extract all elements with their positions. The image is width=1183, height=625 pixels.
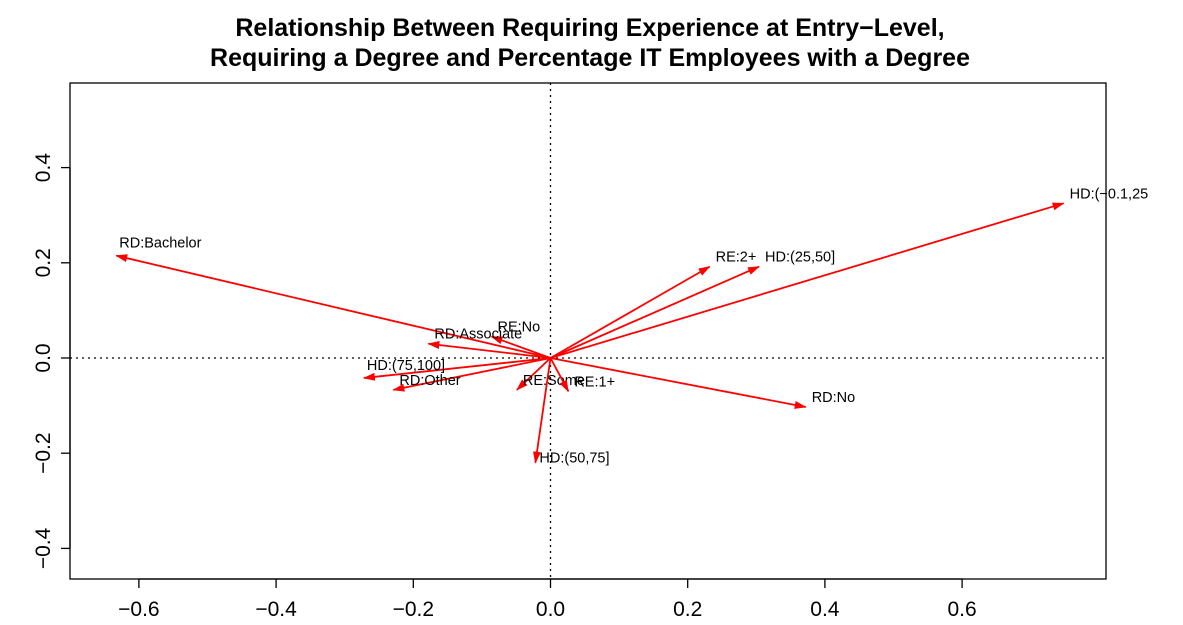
x-tick-label: −0.4 [255,598,297,621]
vector-label-hd-75-100: HD:(75,100] [367,358,445,374]
vector-label-hd-0-1-25: HD:(−0.1,25 [1070,186,1149,202]
vector-label-rd-no: RD:No [812,390,856,406]
vector-label-rd-other: RD:Other [399,373,460,389]
vector-arrow-hd-25-50 [550,265,760,359]
y-axis: −0.4 −0.2 0.0 0.2 0.4 [32,153,71,569]
vector-label-rd-associate: RD:Associate [434,327,522,343]
vector-arrow-re-some [516,357,552,391]
vector-arrow-hd-75-100 [362,357,551,381]
x-tick-label: −0.2 [393,598,434,621]
chart-title-line-2: Requiring a Degree and Percentage IT Emp… [210,44,970,72]
x-tick-label: 0.0 [536,598,565,621]
chart-title-line-1: Relationship Between Requiring Experienc… [235,14,944,42]
plot-frame [69,82,1107,580]
x-axis: −0.6 −0.4 −0.2 0.0 0.2 0.4 0.6 [118,578,977,621]
vector-label-hd-50-75: HD:(50,75] [539,451,609,467]
vector-arrow-hd-50-75 [533,357,552,464]
vector-arrow-rd-bachelor [115,254,551,359]
vector-arrow-rd-other [392,357,551,392]
x-tick-label: 0.6 [947,598,976,621]
y-tick-label: −0.4 [32,527,55,569]
vector-arrow-rd-no [550,357,807,409]
vector-label-re-2: RE:2+ [716,250,757,266]
x-tick-label: 0.4 [810,598,840,621]
vector-arrow-re-no [490,335,551,359]
vectors-group: RD:Bachelor HD:(−0.1,25 RE:2+ HD:(25,50] RE:… [115,186,1149,467]
y-tick-label: 0.4 [32,153,55,183]
vector-arrow-re-2 [550,265,711,359]
vector-arrow-hd-0-1-25 [550,202,1065,359]
reference-lines [70,83,1106,579]
vector-label-re-1: RE:1+ [574,374,615,390]
vector-label-re-some: RE:Some [523,373,585,389]
vector-label-re-no: RE:No [498,320,541,336]
vector-label-rd-bachelor: RD:Bachelor [119,236,201,252]
y-tick-label: 0.0 [32,343,55,372]
x-tick-label: −0.6 [118,598,159,621]
vector-label-hd-25-50: HD:(25,50] [765,250,835,266]
y-tick-label: −0.2 [32,432,55,473]
y-tick-label: 0.2 [32,248,55,277]
x-tick-label: 0.2 [673,598,702,621]
vector-arrow-rd-associate [427,341,551,359]
vector-arrow-re-1 [549,357,570,393]
